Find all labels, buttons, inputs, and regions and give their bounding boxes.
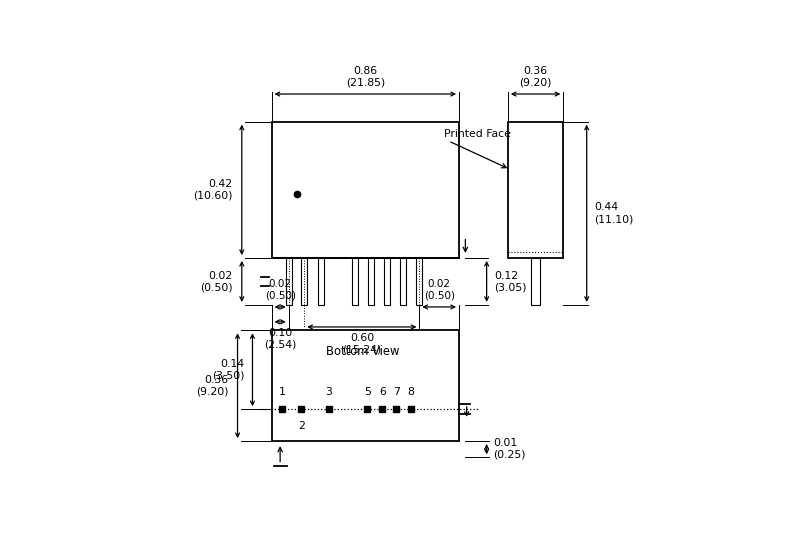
Text: 1: 1 [279, 387, 286, 397]
Text: Printed Face: Printed Face [444, 129, 511, 139]
Bar [508, 122, 563, 258]
Bar [318, 258, 323, 305]
Text: 7: 7 [393, 387, 400, 397]
Text: 5: 5 [364, 387, 371, 397]
Text: 0.42
(10.60): 0.42 (10.60) [193, 179, 233, 201]
Text: 0.86
(21.85): 0.86 (21.85) [346, 66, 385, 87]
Bar [302, 258, 307, 305]
Bar [272, 122, 459, 258]
Bar [384, 258, 390, 305]
Text: 0.12
(3.05): 0.12 (3.05) [494, 270, 527, 292]
Text: 6: 6 [379, 387, 386, 397]
Text: 0.02
(0.50): 0.02 (0.50) [265, 279, 296, 301]
Bar [272, 330, 459, 441]
Text: 0.02
(0.50): 0.02 (0.50) [200, 270, 233, 292]
Text: 0.01
(0.25): 0.01 (0.25) [493, 439, 526, 460]
Text: 3: 3 [326, 387, 333, 397]
Text: 0.44
(11.10): 0.44 (11.10) [594, 202, 634, 224]
Bar [368, 258, 374, 305]
Bar [286, 258, 292, 305]
Text: 0.60
(15.24): 0.60 (15.24) [342, 333, 382, 355]
Text: 0.14
(3.50): 0.14 (3.50) [212, 359, 245, 380]
Text: 0.36
(9.20): 0.36 (9.20) [196, 375, 228, 397]
Bar [416, 258, 422, 305]
Text: 2: 2 [298, 421, 305, 431]
Text: Bottom View: Bottom View [326, 345, 400, 358]
Text: 8: 8 [407, 387, 414, 397]
Text: 0.10
(2.54): 0.10 (2.54) [264, 328, 296, 350]
Bar [531, 258, 540, 305]
Text: 0.02
(0.50): 0.02 (0.50) [424, 279, 454, 301]
Bar [352, 258, 358, 305]
Bar [400, 258, 406, 305]
Text: 0.36
(9.20): 0.36 (9.20) [519, 66, 552, 87]
